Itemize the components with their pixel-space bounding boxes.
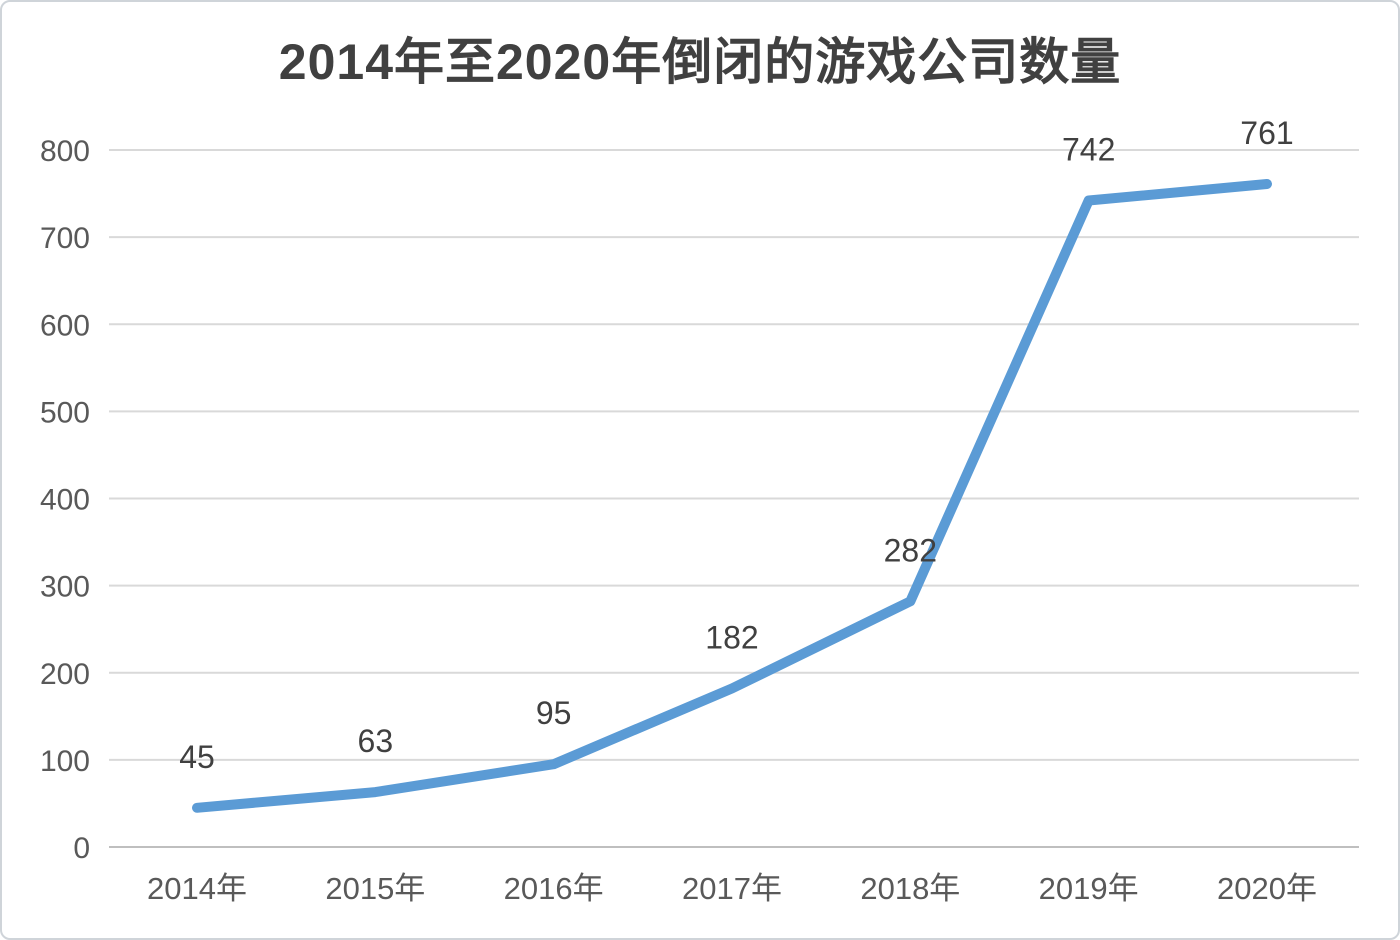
chart-title: 2014年至2020年倒闭的游戏公司数量 — [278, 34, 1122, 90]
x-axis-tick-label: 2014年 — [147, 871, 247, 906]
x-axis-tick-label: 2015年 — [325, 871, 425, 906]
x-axis-tick-label: 2016年 — [504, 871, 604, 906]
data-series-line — [192, 178, 1272, 813]
y-axis-tick-label: 500 — [40, 396, 90, 429]
y-axis-tick-label: 100 — [40, 745, 90, 778]
x-axis-tick-label: 2019年 — [1039, 871, 1139, 906]
x-axis-tick-label: 2020年 — [1217, 871, 1317, 906]
x-axis-tick-label: 2018年 — [860, 871, 960, 906]
data-point-label: 761 — [1240, 115, 1293, 151]
x-axis-tick-label: 2017年 — [682, 871, 782, 906]
data-point-label: 95 — [536, 695, 572, 731]
data-point-label: 182 — [705, 619, 758, 655]
y-axis-tick-label: 800 — [40, 135, 90, 168]
data-point-label: 63 — [358, 723, 394, 759]
y-axis-tick-label: 300 — [40, 571, 90, 604]
y-axis-tick-label: 700 — [40, 222, 90, 255]
y-axis-tick-label: 600 — [40, 309, 90, 342]
y-axis-tick-label: 0 — [73, 832, 90, 865]
y-axis-tick-label: 400 — [40, 484, 90, 517]
data-point-label: 45 — [179, 739, 215, 775]
data-point-label: 742 — [1062, 132, 1115, 168]
y-axis-tick-label: 200 — [40, 658, 90, 691]
data-point-label: 282 — [884, 532, 937, 568]
